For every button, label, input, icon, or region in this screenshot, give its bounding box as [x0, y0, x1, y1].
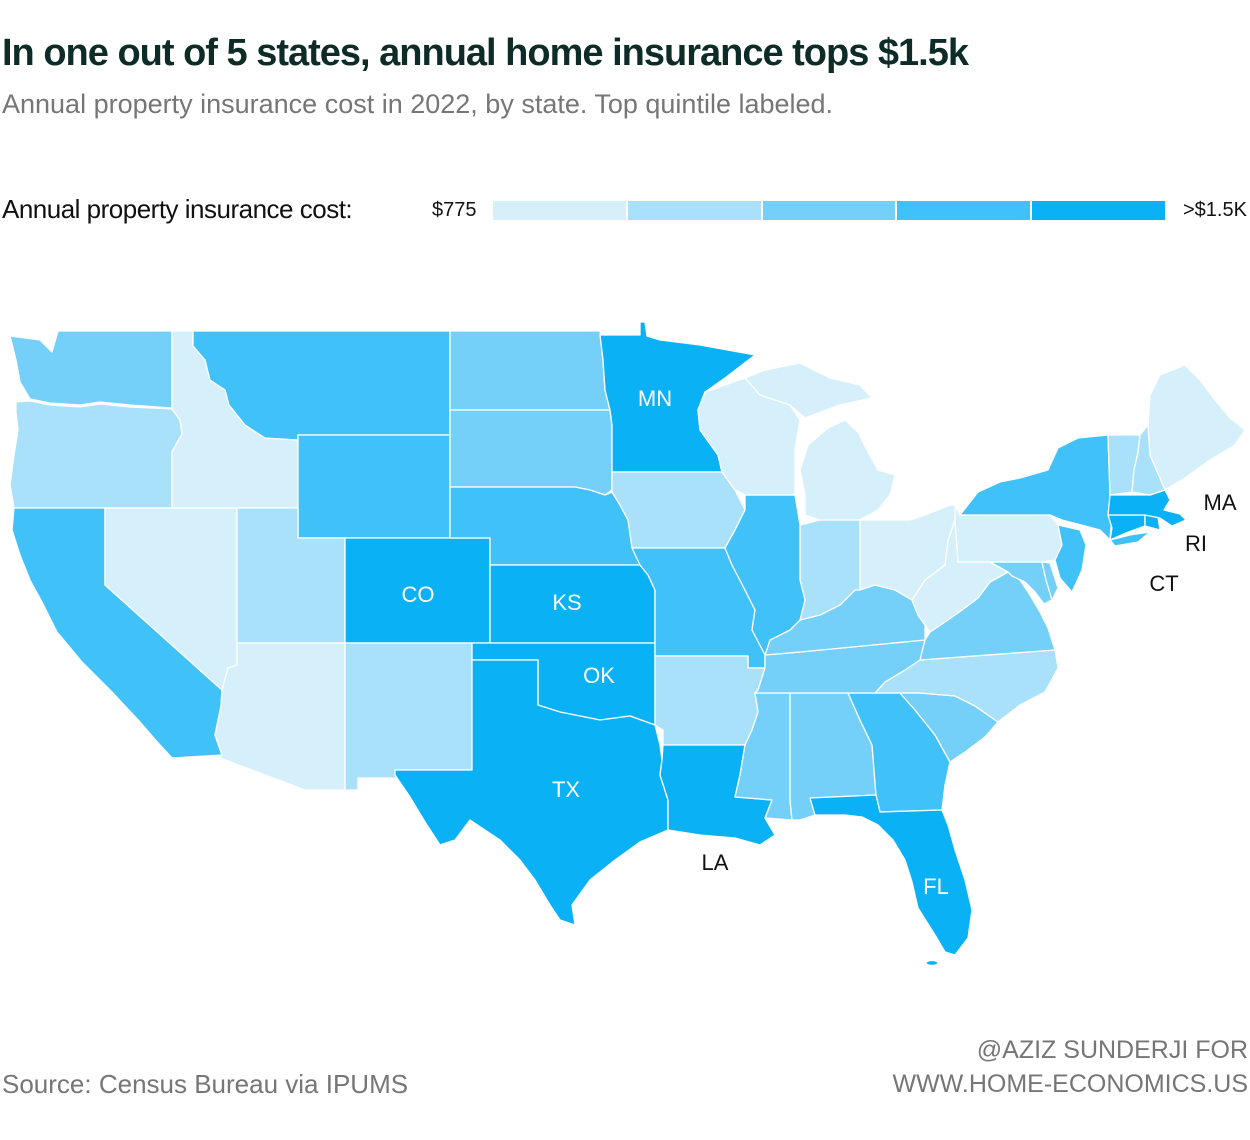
state-ar	[654, 655, 766, 746]
us-state-map: MN CO KS OK TX LA FL MA RI CT	[9, 321, 1246, 967]
state-label-ri: RI	[1185, 531, 1207, 556]
state-fl-keys	[925, 959, 939, 967]
legend-label: Annual property insurance cost:	[2, 194, 353, 224]
state-fl	[809, 794, 973, 956]
legend-swatch-quintile-4	[897, 201, 1033, 220]
credit-line-2: WWW.HOME-ECONOMICS.US	[892, 1070, 1248, 1098]
credit-line-1: @AZIZ SUNDERJI FOR	[976, 1036, 1248, 1064]
state-label-ma: MA	[1204, 490, 1237, 515]
legend-min-label: $775	[432, 199, 477, 221]
state-mi-lower	[799, 419, 896, 521]
state-label-ct: CT	[1149, 571, 1178, 596]
state-shapes	[9, 321, 1246, 967]
state-nj	[1054, 524, 1087, 593]
state-ny-long-island	[1109, 531, 1151, 547]
state-ia	[611, 471, 746, 549]
legend-swatch-quintile-5	[1032, 201, 1165, 220]
legend-max-label: >$1.5K	[1183, 199, 1247, 221]
state-de	[1041, 561, 1059, 601]
state-or	[9, 400, 183, 509]
state-mi-upper	[744, 362, 873, 419]
state-wa	[9, 330, 173, 409]
state-label-co: CO	[402, 582, 435, 607]
state-wy	[297, 434, 451, 539]
state-nd	[449, 330, 611, 411]
state-label-tx: TX	[552, 777, 580, 802]
state-sd	[449, 409, 613, 496]
chart-subtitle: Annual property insurance cost in 2022, …	[2, 89, 834, 119]
state-label-fl: FL	[923, 874, 949, 899]
legend-color-bar	[493, 201, 1165, 220]
state-tx	[394, 659, 669, 926]
state-label-ok: OK	[583, 663, 615, 688]
state-nm	[344, 642, 473, 791]
state-me	[1147, 364, 1246, 491]
chart-title: In one out of 5 states, annual home insu…	[2, 32, 969, 74]
state-label-mn: MN	[638, 386, 672, 411]
legend-swatch-quintile-3	[762, 201, 898, 220]
state-labels: MN CO KS OK TX LA FL MA RI CT	[402, 386, 1237, 899]
state-oh	[859, 504, 956, 601]
source-note: Source: Census Bureau via IPUMS	[2, 1069, 409, 1099]
legend-swatch-quintile-1	[493, 201, 628, 220]
state-il	[724, 494, 806, 656]
state-label-la: LA	[702, 850, 729, 875]
state-label-ks: KS	[552, 590, 581, 615]
legend-swatch-quintile-2	[627, 201, 763, 220]
